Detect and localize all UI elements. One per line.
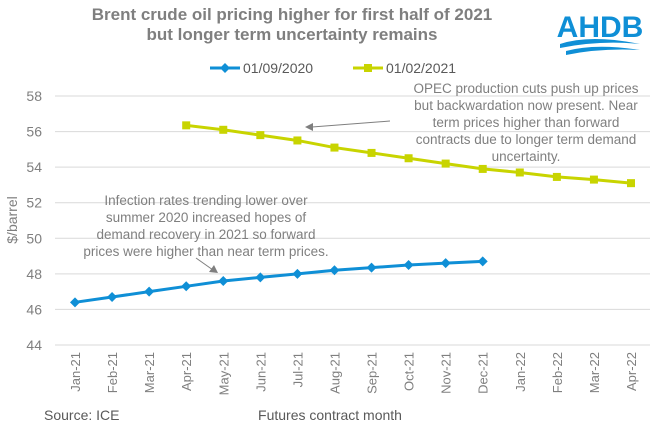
data-point-diamond	[218, 275, 229, 286]
x-tick-label: Dec-21	[476, 352, 491, 394]
annotation-text: demand recovery in 2021 so forward	[96, 227, 315, 242]
source-note: Source: ICE	[44, 407, 119, 423]
y-tick-label: 54	[26, 159, 42, 175]
y-tick-label: 48	[26, 266, 42, 282]
x-tick-label: Apr-21	[179, 352, 194, 391]
legend-label: 01/02/2021	[386, 60, 456, 76]
annotation-text: uncertainty.	[492, 149, 561, 164]
chart-title: but longer term uncertainty remains	[147, 25, 438, 44]
legend-diamond-marker	[220, 63, 230, 73]
data-point-diamond	[144, 286, 155, 297]
data-point-diamond	[440, 258, 451, 269]
logo-swoosh-icon	[560, 39, 640, 48]
x-tick-label: Jan-21	[68, 352, 83, 392]
x-tick-label: Jan-22	[513, 352, 528, 392]
chart-title: Brent crude oil pricing higher for first…	[92, 5, 493, 24]
x-tick-label: Mar-21	[142, 352, 157, 393]
data-point-square	[552, 172, 561, 181]
data-point-diamond	[403, 259, 414, 270]
data-point-square	[589, 175, 598, 184]
data-point-diamond	[329, 265, 340, 276]
x-tick-label: Jul-21	[290, 352, 305, 387]
annotation-arrow-line	[311, 120, 391, 128]
x-tick-label: Aug-21	[327, 352, 342, 394]
legend-square-marker	[364, 64, 372, 72]
series-line	[74, 259, 483, 304]
y-tick-label: 58	[26, 88, 42, 104]
data-point-diamond	[255, 272, 266, 283]
x-tick-label: Nov-21	[439, 352, 454, 394]
data-point-diamond	[366, 262, 377, 273]
legend-label: 01/09/2020	[243, 60, 313, 76]
y-tick-label: 44	[26, 337, 42, 353]
x-tick-label: Oct-21	[402, 352, 417, 391]
data-point-diamond	[70, 297, 80, 308]
data-point-square	[478, 164, 487, 173]
x-tick-label: Mar-22	[587, 352, 602, 393]
annotation-text: term prices higher than forward	[433, 115, 620, 130]
data-point-square	[330, 143, 339, 152]
data-point-square	[219, 125, 228, 134]
annotation-text: OPEC production cuts push up prices	[413, 81, 638, 96]
data-point-square	[515, 168, 524, 177]
y-tick-label: 56	[26, 124, 42, 140]
data-point-square	[182, 121, 191, 130]
x-tick-label: Feb-21	[105, 352, 120, 393]
data-point-square	[404, 154, 413, 163]
arrow-head-icon	[209, 265, 218, 273]
data-point-square	[627, 179, 635, 188]
y-tick-label: 46	[26, 301, 42, 317]
data-point-diamond	[292, 268, 303, 279]
data-point-diamond	[107, 291, 118, 302]
x-tick-label: Sep-21	[365, 352, 380, 394]
ahdb-logo	[560, 39, 640, 55]
data-point-square	[293, 136, 302, 145]
arrow-head-icon	[305, 123, 313, 131]
x-tick-label: Feb-22	[550, 352, 565, 393]
x-tick-label: May-21	[216, 352, 231, 395]
data-point-diamond	[181, 281, 192, 292]
logo-swoosh-icon	[566, 46, 640, 55]
y-tick-label: 50	[26, 230, 42, 246]
annotation-text: prices were higher than near term prices…	[83, 244, 328, 259]
y-tick-label: 52	[26, 195, 42, 211]
annotation-arrow-line	[195, 257, 214, 271]
logo-text: AHDB	[557, 11, 644, 44]
annotation-text: but backwardation now present. Near	[414, 98, 638, 113]
x-axis-title: Futures contract month	[258, 407, 402, 423]
data-point-square	[367, 148, 376, 157]
data-point-square	[441, 159, 450, 168]
annotation-text: Infection rates trending lower over	[104, 193, 308, 208]
x-tick-label: Apr-22	[624, 352, 639, 391]
data-point-square	[256, 131, 265, 140]
x-tick-label: Jun-21	[253, 352, 268, 392]
annotation-text: contracts due to longer term demand	[416, 132, 637, 147]
annotation-text: summer 2020 increased hopes of	[106, 210, 307, 225]
data-point-diamond	[477, 256, 488, 267]
y-axis-title: $/barrel	[4, 196, 20, 243]
